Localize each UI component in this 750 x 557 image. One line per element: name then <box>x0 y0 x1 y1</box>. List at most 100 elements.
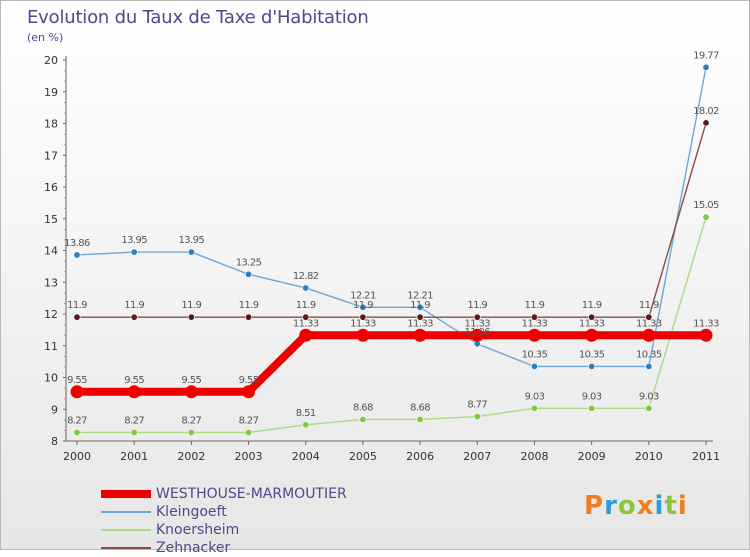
data-point <box>242 385 256 399</box>
data-point <box>130 248 138 256</box>
data-point <box>245 313 253 321</box>
data-point <box>702 63 710 71</box>
data-label: 13.25 <box>236 257 262 268</box>
x-tick-label: 2001 <box>120 450 148 463</box>
data-label: 8.27 <box>67 415 87 426</box>
chart-title: Evolution du Taux de Taxe d'Habitation <box>27 7 369 28</box>
data-point <box>187 428 195 436</box>
data-label: 11.9 <box>525 300 545 311</box>
data-label: 8.77 <box>467 400 487 411</box>
data-point <box>645 362 653 370</box>
y-tick-label: 15 <box>44 213 58 226</box>
data-point <box>359 415 367 423</box>
legend-item: Knoersheim <box>101 521 501 539</box>
data-point <box>530 404 538 412</box>
legend: WESTHOUSE-MARMOUTIER Kleingoeft Knoershe… <box>101 485 501 557</box>
legend-swatch-knoersheim <box>101 529 151 531</box>
data-label: 11.9 <box>410 300 430 311</box>
data-point <box>588 404 596 412</box>
data-point <box>299 328 313 342</box>
data-point <box>130 313 138 321</box>
data-point <box>302 284 310 292</box>
brand-letter: x <box>636 491 655 521</box>
y-tick-label: 19 <box>44 86 58 99</box>
data-label: 8.68 <box>353 402 373 413</box>
y-tick-label: 17 <box>44 149 58 162</box>
data-label: 13.95 <box>121 235 147 246</box>
data-point <box>588 362 596 370</box>
data-label: 8.51 <box>296 408 316 419</box>
legend-label: Zehnacker <box>156 540 231 556</box>
data-label: 12.21 <box>350 290 376 301</box>
data-label: 11.33 <box>464 318 490 329</box>
data-label: 9.55 <box>239 375 259 386</box>
data-label: 9.55 <box>124 375 144 386</box>
data-label: 8.27 <box>124 415 144 426</box>
y-tick-label: 10 <box>44 372 58 385</box>
data-point <box>187 313 195 321</box>
data-point <box>473 313 481 321</box>
data-point <box>245 428 253 436</box>
legend-item: Kleingoeft <box>101 503 501 521</box>
data-label: 11.9 <box>582 300 602 311</box>
legend-label: Knoersheim <box>156 522 240 538</box>
x-tick-label: 2002 <box>177 450 205 463</box>
data-point <box>245 270 253 278</box>
series-line <box>77 331 706 396</box>
data-point <box>127 385 141 399</box>
data-label: 9.03 <box>639 391 659 402</box>
data-point <box>645 404 653 412</box>
x-tick-label: 2007 <box>463 450 491 463</box>
data-label: 11.33 <box>407 318 433 329</box>
data-point <box>530 362 538 370</box>
data-label: 11.06 <box>464 327 490 338</box>
data-label: 10.35 <box>579 349 605 360</box>
data-label: 15.05 <box>693 200 719 211</box>
y-tick-label: 12 <box>44 308 58 321</box>
data-label: 11.9 <box>353 300 373 311</box>
data-point <box>302 313 310 321</box>
data-label: 11.9 <box>67 300 87 311</box>
data-point <box>530 313 538 321</box>
x-tick-label: 2006 <box>406 450 434 463</box>
data-point <box>356 328 370 342</box>
data-point <box>527 328 541 342</box>
data-point <box>130 428 138 436</box>
legend-swatch-zehnacker <box>101 547 151 549</box>
data-label: 19.77 <box>693 50 719 61</box>
series-line <box>77 216 707 434</box>
data-label: 11.33 <box>350 318 376 329</box>
data-label: 18.02 <box>693 106 719 117</box>
legend-item: WESTHOUSE-MARMOUTIER <box>101 485 501 503</box>
data-point <box>359 303 367 311</box>
proxiti-logo: Proxiti <box>584 491 688 521</box>
brand-letter: i <box>654 491 665 521</box>
legend-swatch-kleingoeft <box>101 511 151 513</box>
data-label: 11.33 <box>522 318 548 329</box>
y-tick-label: 18 <box>44 118 58 131</box>
data-label: 11.9 <box>124 300 144 311</box>
legend-swatch-westhouse <box>101 490 151 498</box>
data-point <box>73 251 81 259</box>
data-label: 8.27 <box>181 415 201 426</box>
y-tick-label: 16 <box>44 181 58 194</box>
legend-item: Zehnacker <box>101 539 501 557</box>
data-point <box>585 328 599 342</box>
x-tick-label: 2004 <box>292 450 320 463</box>
data-label: 12.82 <box>293 271 319 282</box>
x-tick-label: 2009 <box>578 450 606 463</box>
legend-label: Kleingoeft <box>156 504 227 520</box>
x-tick-label: 2011 <box>692 450 720 463</box>
data-point <box>473 413 481 421</box>
x-tick-label: 2008 <box>520 450 548 463</box>
data-label: 12.21 <box>407 290 433 301</box>
data-label: 9.55 <box>181 375 201 386</box>
data-label: 9.03 <box>525 391 545 402</box>
legend-label: WESTHOUSE-MARMOUTIER <box>156 486 347 502</box>
data-label: 8.27 <box>239 415 259 426</box>
data-point <box>302 421 310 429</box>
data-point <box>470 328 484 342</box>
data-label: 13.95 <box>179 235 205 246</box>
data-point <box>416 303 424 311</box>
